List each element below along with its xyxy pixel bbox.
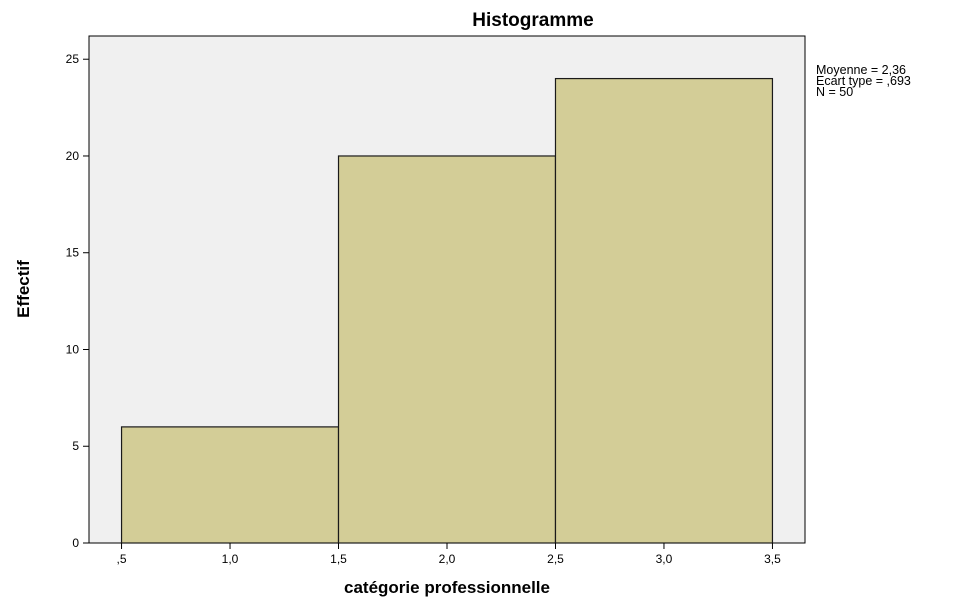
bars-group (120, 77, 774, 544)
stats-line: N = 50 (816, 85, 853, 99)
y-tick-label: 0 (72, 536, 79, 550)
x-tick-label: 3,5 (764, 552, 781, 566)
x-tick-label: 2,5 (547, 552, 564, 566)
y-axis-label: Effectif (14, 260, 33, 318)
x-axis-label: catégorie professionnelle (344, 578, 550, 597)
y-tick-label: 5 (72, 439, 79, 453)
x-tick-label: 2,0 (439, 552, 456, 566)
x-tick-label: ,5 (117, 552, 127, 566)
x-axis: ,5 1,0 1,5 2,0 2,5 3,0 3,5 (117, 543, 781, 566)
y-tick-label: 25 (66, 52, 80, 66)
x-tick-label: 1,0 (222, 552, 239, 566)
stats-line: Moyenne = 2,36 (816, 63, 906, 77)
histogram-bar-3 (554, 77, 774, 544)
y-tick-label: 20 (66, 149, 80, 163)
y-axis: 0 5 10 15 20 25 (66, 52, 89, 550)
histogram-bar-2 (337, 155, 557, 544)
y-tick-label: 10 (66, 342, 80, 356)
histogram-bar-1 (120, 426, 340, 544)
x-tick-label: 1,5 (330, 552, 347, 566)
chart-title: Histogramme (472, 10, 593, 31)
stats-line: Ecart type = ,693 (816, 74, 911, 88)
x-tick-label: 3,0 (656, 552, 673, 566)
y-tick-label: 15 (66, 246, 80, 260)
